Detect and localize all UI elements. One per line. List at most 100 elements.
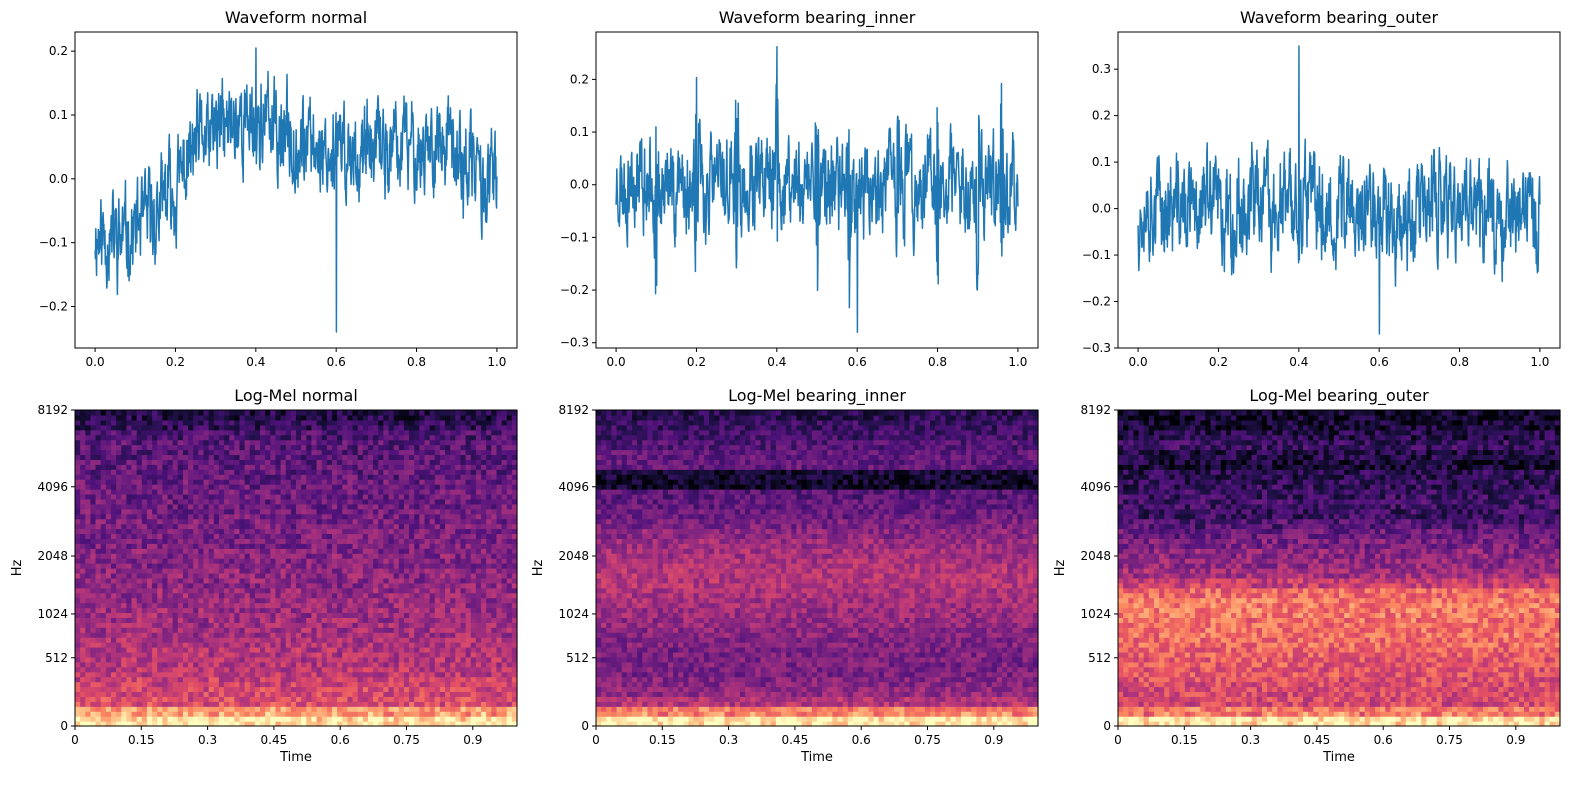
spectrogram-cell xyxy=(265,716,271,722)
spectrogram-cell xyxy=(414,711,420,717)
spectrogram-cell xyxy=(162,503,169,510)
spectrogram-cell xyxy=(296,622,302,628)
spectrogram-cell xyxy=(265,484,271,490)
spectrogram-cell xyxy=(136,612,143,618)
x-tick-label: 0.8 xyxy=(407,355,426,369)
spectrogram-cell xyxy=(465,449,472,456)
spectrogram-cell xyxy=(403,538,410,544)
spectrogram-cell xyxy=(239,706,246,712)
spectrogram-cell xyxy=(224,691,230,697)
spectrogram-cell xyxy=(203,543,210,549)
spectrogram-cell xyxy=(110,651,117,658)
spectrogram-cell xyxy=(409,661,415,668)
spectrogram-cell xyxy=(434,498,441,505)
spectrogram-cell xyxy=(373,503,379,510)
spectrogram-cell xyxy=(511,637,518,643)
spectrogram-cell xyxy=(424,592,431,599)
spectrogram-cell xyxy=(337,484,343,490)
spectrogram-cell xyxy=(254,706,261,712)
spectrogram-cell xyxy=(321,706,328,712)
spectrogram-cell xyxy=(486,676,492,683)
spectrogram-cell xyxy=(213,548,220,554)
spectrogram-cell xyxy=(429,642,436,648)
spectrogram-cell xyxy=(198,701,205,707)
spectrogram-cell xyxy=(131,503,138,510)
spectrogram-cell xyxy=(270,711,277,717)
spectrogram-cell xyxy=(414,543,420,549)
spectrogram-cell xyxy=(285,617,292,623)
spectrogram-cell xyxy=(239,656,246,663)
spectrogram-cell xyxy=(460,607,467,614)
spectrogram-cell xyxy=(331,656,338,663)
spectrogram-cell xyxy=(331,444,338,451)
spectrogram-cell xyxy=(116,681,122,688)
spectrogram-cell xyxy=(367,701,374,707)
spectrogram-cell xyxy=(316,543,323,549)
spectrogram-cell xyxy=(208,459,215,465)
spectrogram-cell xyxy=(136,548,143,554)
spectrogram-cell xyxy=(131,454,138,460)
spectrogram-cell xyxy=(90,686,97,693)
spectrogram-cell xyxy=(249,484,256,490)
spectrogram-cell xyxy=(244,666,251,673)
spectrogram-cell xyxy=(337,533,343,539)
spectrogram-cell xyxy=(429,489,436,495)
spectrogram-cell xyxy=(136,459,143,465)
spectrogram-cell xyxy=(126,548,133,554)
spectrogram-cell xyxy=(172,543,179,549)
spectrogram-cell xyxy=(280,647,287,653)
spectrogram-cell xyxy=(193,543,199,549)
spectrogram-cell xyxy=(254,528,261,535)
spectrogram-cell xyxy=(439,513,446,520)
spectrogram-cell xyxy=(213,449,220,456)
spectrogram-cell xyxy=(398,602,405,609)
spectrogram-cell xyxy=(496,449,503,456)
spectrogram-cell xyxy=(460,533,467,539)
spectrogram-cell xyxy=(337,681,343,688)
spectrogram-cell xyxy=(506,607,513,614)
spectrogram-cell xyxy=(429,498,436,505)
spectrogram-cell xyxy=(301,543,307,549)
spectrogram-cell xyxy=(105,597,112,604)
spectrogram-cell xyxy=(172,637,179,643)
spectrogram-cell xyxy=(383,582,390,589)
spectrogram-cell xyxy=(326,508,333,515)
spectrogram-cell xyxy=(218,553,225,559)
spectrogram-cell xyxy=(203,444,210,451)
spectrogram-cell xyxy=(424,513,431,520)
spectrogram-cell xyxy=(157,716,163,722)
spectrogram-cell xyxy=(141,661,148,668)
spectrogram-cell xyxy=(388,666,395,673)
spectrogram-cell xyxy=(475,701,482,707)
spectrogram-cell xyxy=(357,538,364,544)
spectrogram-cell xyxy=(367,572,374,579)
spectrogram-cell xyxy=(481,489,487,495)
spectrogram-cell xyxy=(75,577,81,584)
spectrogram-cell xyxy=(90,513,97,520)
spectrogram-cell xyxy=(398,721,405,727)
spectrogram-cell xyxy=(439,508,446,515)
spectrogram-cell xyxy=(388,474,395,480)
spectrogram-cell xyxy=(378,666,384,673)
spectrogram-cell xyxy=(434,454,441,460)
spectrogram-cell xyxy=(95,508,102,515)
spectrogram-cell xyxy=(296,493,302,500)
spectrogram-cell xyxy=(218,627,225,633)
spectrogram-cell xyxy=(434,681,441,688)
spectrogram-cell xyxy=(188,671,194,678)
spectrogram-cell xyxy=(100,622,107,628)
spectrogram-cell xyxy=(311,543,318,549)
spectrogram-cell xyxy=(501,582,508,589)
spectrogram-cell xyxy=(321,681,328,688)
spectrogram-cell xyxy=(116,474,122,480)
spectrogram-cell xyxy=(162,582,169,589)
spectrogram-cell xyxy=(470,513,477,520)
spectrogram-cell xyxy=(121,627,127,633)
spectrogram-cell xyxy=(229,508,235,515)
spectrogram-cell xyxy=(373,656,379,663)
spectrogram-cell xyxy=(362,543,369,549)
spectrogram-cell xyxy=(491,686,498,693)
spectrogram-cell xyxy=(450,676,456,683)
spectrogram-cell xyxy=(131,686,138,693)
spectrogram-cell xyxy=(419,489,426,495)
